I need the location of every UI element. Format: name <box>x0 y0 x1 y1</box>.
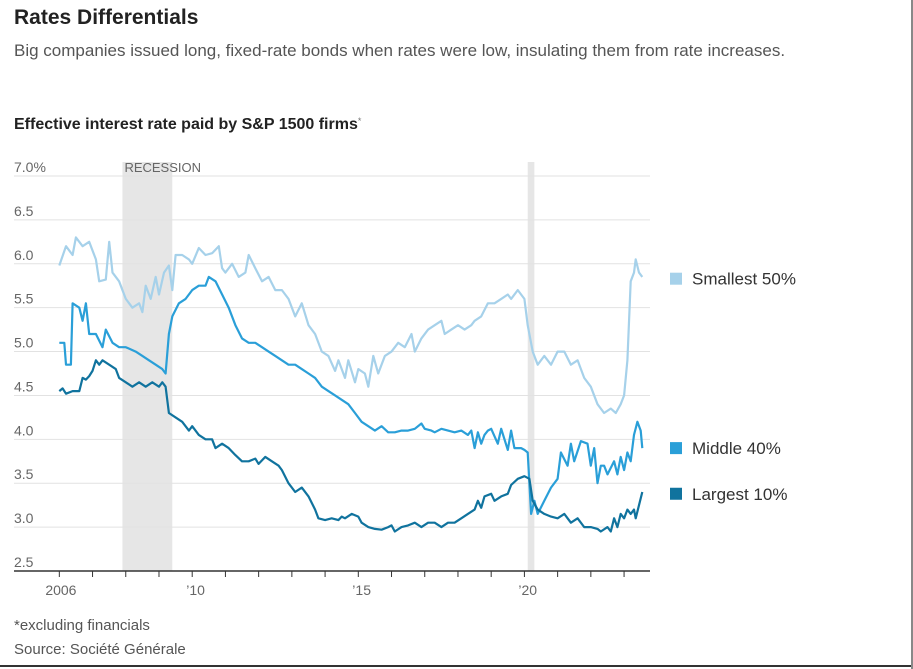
x-tick-label: 2006 <box>45 582 76 598</box>
y-tick-label: 6.0 <box>14 247 34 263</box>
x-axis: 2006 ’10 ’15 ’20 <box>14 570 650 598</box>
y-axis-labels: 7.0% 6.5 6.0 5.5 5.0 4.5 4.0 3.5 3.0 2.5 <box>14 159 46 570</box>
legend-label-smallest: Smallest 50% <box>692 270 796 289</box>
series-line-largest <box>58 359 644 533</box>
chart-title-footnote-mark: * <box>357 116 362 126</box>
source-note: Source: Société Générale <box>14 641 186 658</box>
bottom-rule <box>0 665 913 667</box>
legend-swatch-largest <box>670 487 682 500</box>
series-lines <box>58 236 644 533</box>
chart-subtitle: Big companies issued long, fixed-rate bo… <box>14 41 786 60</box>
legend: Smallest 50% Middle 40% Largest 10% <box>670 270 796 504</box>
y-tick-label: 3.0 <box>14 510 34 526</box>
legend-swatch-smallest <box>670 272 682 285</box>
x-tick-label: ’15 <box>352 582 371 598</box>
recession-label: RECESSION <box>124 160 201 175</box>
recession-band <box>527 162 535 571</box>
x-tick-label: ’10 <box>186 582 205 598</box>
y-tick-label: 4.0 <box>14 422 34 438</box>
legend-swatch-middle <box>670 442 682 455</box>
y-tick-label: 5.0 <box>14 335 34 351</box>
recession-bands: RECESSION <box>122 160 535 571</box>
legend-label-largest: Largest 10% <box>692 485 787 504</box>
chart-title: Effective interest rate paid by S&P 1500… <box>14 116 361 134</box>
y-tick-label: 5.5 <box>14 291 34 307</box>
y-tick-label: 3.5 <box>14 466 34 482</box>
y-tick-label: 2.5 <box>14 554 34 570</box>
y-tick-label: 6.5 <box>14 203 34 219</box>
right-border <box>911 0 913 669</box>
series-line-smallest <box>58 236 644 415</box>
x-tick-label: ’20 <box>518 582 537 598</box>
chart-title-text: Effective interest rate paid by S&P 1500… <box>14 116 358 133</box>
gridlines <box>14 175 650 572</box>
legend-label-middle: Middle 40% <box>692 439 781 458</box>
series-line-middle <box>59 275 644 515</box>
chart-headline: Rates Differentials <box>14 6 199 29</box>
footnote: *excluding financials <box>14 617 150 634</box>
y-tick-label: 4.5 <box>14 378 34 394</box>
y-tick-label: 7.0% <box>14 159 46 175</box>
recession-band <box>122 162 173 571</box>
